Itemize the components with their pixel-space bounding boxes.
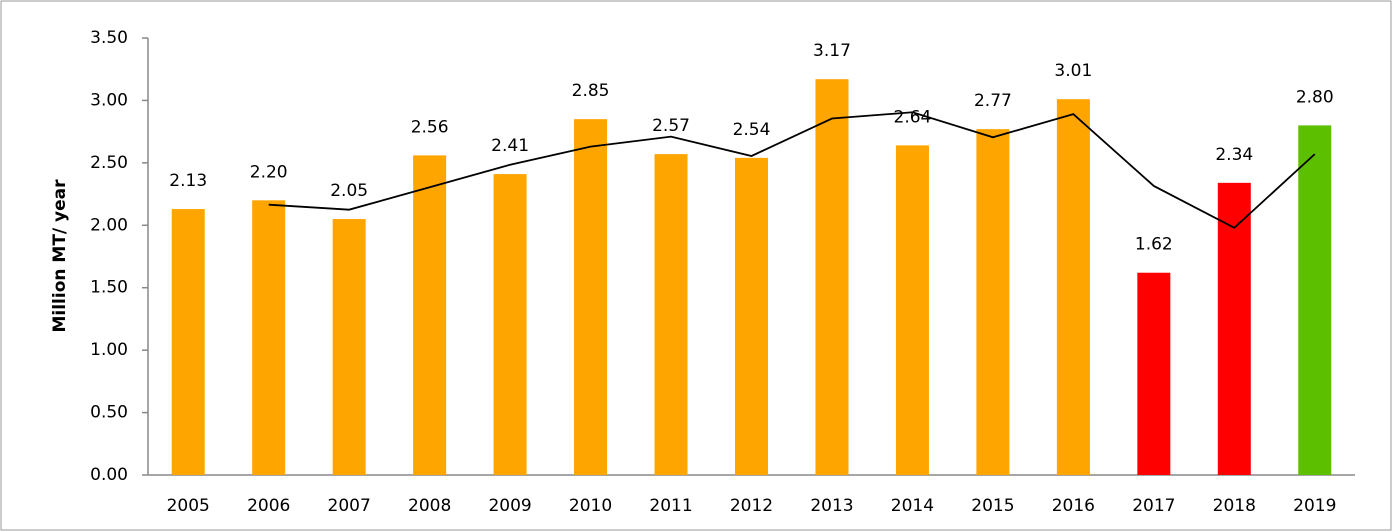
bar [413, 155, 447, 475]
x-tick-label: 2012 [730, 496, 773, 516]
x-tick-label: 2016 [1052, 496, 1095, 516]
value-label: 2.20 [250, 162, 288, 182]
bar [976, 129, 1010, 475]
value-label: 1.62 [1135, 235, 1173, 255]
x-tick-label: 2008 [408, 496, 451, 516]
bar [332, 219, 366, 475]
y-tick-label: 1.50 [90, 278, 128, 298]
bar [171, 209, 205, 475]
y-tick-label: 0.00 [90, 465, 128, 485]
bar [1217, 182, 1251, 475]
bar [735, 157, 768, 475]
bar [895, 145, 929, 475]
value-label: 2.80 [1296, 87, 1334, 107]
y-tick-label: 0.50 [90, 403, 128, 423]
y-tick-label: 2.50 [90, 153, 128, 173]
x-tick-label: 2007 [328, 496, 371, 516]
value-label: 2.85 [572, 81, 610, 101]
trend-line [268, 111, 1316, 229]
value-label: 2.41 [491, 136, 529, 156]
value-label: 2.34 [1215, 145, 1253, 165]
value-label: 2.56 [411, 117, 449, 137]
x-tick-label: 2019 [1293, 496, 1336, 516]
y-tick-label: 2.00 [90, 215, 128, 235]
y-tick-label: 3.50 [90, 28, 128, 48]
bar [1298, 125, 1332, 476]
x-tick-label: 2005 [167, 496, 210, 516]
x-tick-label: 2015 [971, 496, 1014, 516]
value-label: 3.17 [813, 41, 851, 61]
bar [574, 119, 608, 476]
x-tick-label: 2009 [488, 496, 531, 516]
y-tick-label: 1.00 [90, 340, 128, 360]
x-tick-label: 2018 [1213, 496, 1256, 516]
y-axis-label: Million MT/ year [50, 179, 70, 333]
value-label: 2.77 [974, 91, 1012, 111]
value-label: 2.05 [330, 181, 368, 201]
value-label: 2.64 [894, 107, 932, 127]
x-tick-label: 2010 [569, 496, 612, 516]
value-label: 2.13 [169, 171, 207, 191]
value-label: 2.54 [733, 120, 771, 140]
x-tick-label: 2013 [810, 496, 853, 516]
value-label: 2.57 [652, 116, 690, 136]
value-label: 3.01 [1054, 61, 1092, 81]
x-tick-label: 2014 [891, 496, 934, 516]
bar [815, 79, 849, 476]
bar [493, 174, 527, 475]
bar [654, 154, 688, 476]
bar [252, 200, 286, 476]
x-tick-label: 2006 [247, 496, 290, 516]
x-tick-label: 2017 [1132, 496, 1175, 516]
bar [1056, 99, 1090, 476]
bar [1137, 272, 1171, 475]
y-tick-label: 3.00 [90, 90, 128, 110]
x-tick-label: 2011 [649, 496, 692, 516]
